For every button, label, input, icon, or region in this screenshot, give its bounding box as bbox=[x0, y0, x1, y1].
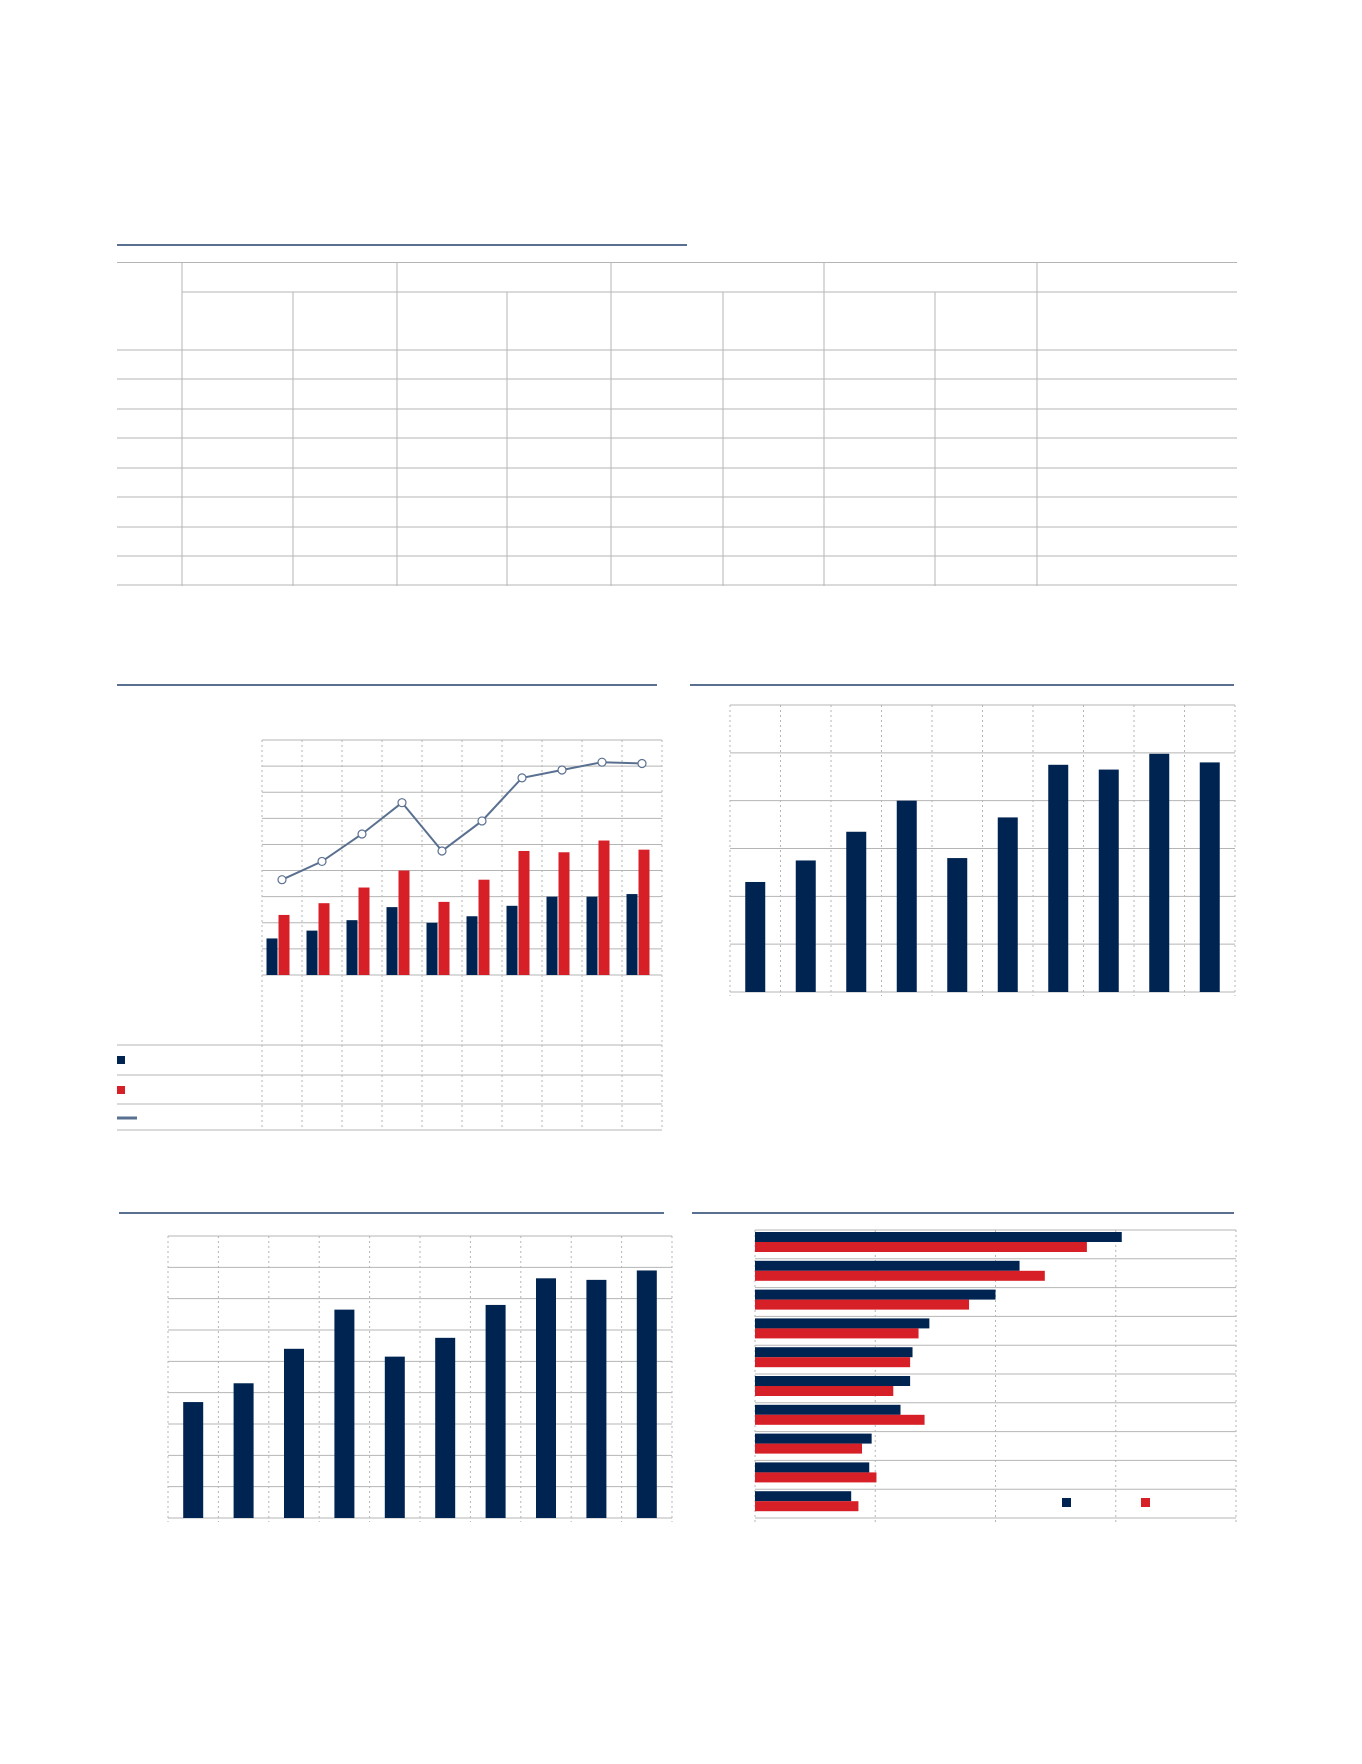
chart3-header-rule bbox=[119, 1212, 664, 1214]
bar bbox=[755, 1318, 930, 1329]
line-point bbox=[637, 758, 647, 769]
bar bbox=[755, 1289, 996, 1300]
line-point bbox=[357, 829, 367, 839]
bar bbox=[506, 905, 518, 975]
bar bbox=[755, 1376, 911, 1386]
bar bbox=[755, 1386, 894, 1396]
bar bbox=[266, 938, 278, 975]
bar bbox=[438, 901, 450, 975]
legend-key-navy bbox=[117, 1056, 125, 1064]
table-header-rule bbox=[117, 244, 687, 246]
legend-key-red bbox=[1141, 1498, 1150, 1507]
chart1-header-rule bbox=[117, 684, 657, 686]
bar bbox=[755, 1299, 970, 1310]
bar bbox=[755, 1328, 919, 1339]
bar bbox=[795, 860, 816, 992]
bar bbox=[598, 840, 610, 975]
series-line bbox=[281, 761, 643, 881]
bar bbox=[947, 858, 968, 992]
bar bbox=[755, 1232, 1122, 1242]
line-point bbox=[477, 816, 487, 826]
bar bbox=[755, 1404, 901, 1415]
bar bbox=[278, 914, 290, 975]
line-point bbox=[517, 773, 527, 783]
bar bbox=[346, 920, 358, 975]
bar bbox=[358, 887, 370, 975]
line-point bbox=[597, 757, 607, 767]
bar bbox=[435, 1337, 456, 1518]
bar bbox=[755, 1501, 859, 1512]
data-table bbox=[117, 262, 1237, 586]
bar bbox=[626, 894, 638, 975]
bar bbox=[1048, 764, 1069, 992]
bar bbox=[1098, 769, 1119, 992]
bar bbox=[398, 870, 410, 975]
bar bbox=[755, 1472, 877, 1483]
line-point bbox=[557, 765, 567, 775]
bar bbox=[558, 852, 570, 975]
bar bbox=[426, 922, 438, 975]
bar bbox=[1149, 753, 1170, 992]
bar bbox=[586, 1279, 607, 1518]
bar bbox=[755, 1462, 870, 1473]
line-point bbox=[277, 875, 287, 885]
horizontal-bar-chart bbox=[754, 1229, 1237, 1522]
bar bbox=[306, 930, 318, 975]
bar bbox=[755, 1357, 911, 1368]
bar bbox=[745, 881, 766, 992]
line-point bbox=[437, 846, 447, 856]
bar bbox=[478, 879, 490, 975]
bar bbox=[485, 1304, 506, 1518]
line-point bbox=[397, 798, 407, 808]
bar bbox=[546, 896, 558, 975]
bar bbox=[518, 850, 530, 975]
bar bbox=[536, 1278, 556, 1518]
bar bbox=[233, 1383, 254, 1518]
bar bbox=[636, 1270, 657, 1518]
bar-chart-bottom-left bbox=[167, 1235, 673, 1522]
bar bbox=[755, 1414, 925, 1425]
bar bbox=[755, 1433, 872, 1444]
bar bbox=[755, 1270, 1045, 1281]
chart4-header-rule bbox=[692, 1212, 1234, 1214]
combo-bar-line-chart bbox=[117, 739, 663, 1131]
bar bbox=[638, 849, 650, 975]
bar bbox=[586, 896, 598, 975]
bar bbox=[1199, 762, 1220, 992]
legend-key-navy bbox=[1062, 1498, 1071, 1507]
bar bbox=[318, 903, 330, 975]
bar bbox=[755, 1347, 913, 1358]
line-point bbox=[317, 856, 327, 867]
bar bbox=[755, 1443, 863, 1454]
bar bbox=[334, 1309, 355, 1518]
bar bbox=[755, 1491, 852, 1502]
bar bbox=[284, 1348, 304, 1518]
bar bbox=[384, 1356, 405, 1518]
chart2-header-rule bbox=[690, 684, 1234, 686]
bar bbox=[466, 916, 478, 975]
bar bbox=[755, 1242, 1087, 1252]
bar bbox=[755, 1260, 1020, 1271]
bar-chart-top-right bbox=[729, 704, 1236, 996]
bar bbox=[386, 907, 398, 975]
bar bbox=[846, 831, 867, 992]
bar bbox=[183, 1402, 204, 1518]
legend-key-red bbox=[117, 1086, 125, 1094]
bar bbox=[896, 800, 917, 992]
bar bbox=[997, 817, 1018, 992]
